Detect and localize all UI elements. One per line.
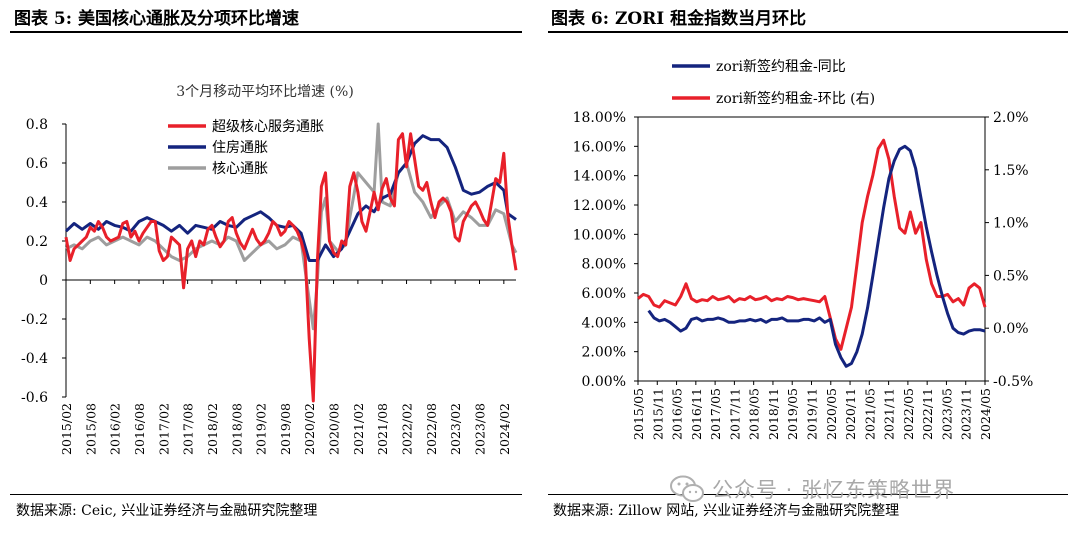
right-source: 数据来源: Zillow 网站, 兴业证券经济与金融研究院整理 <box>553 503 900 519</box>
left-x-tick-label: 2023/02 <box>448 403 463 455</box>
right-legend: zori新签约租金-同比 zori新签约租金-环比 (右) <box>672 58 875 107</box>
right-yl-tick-label: 10.00% <box>573 227 626 243</box>
right-x-tick-label: 2019/11 <box>805 388 820 440</box>
left-x-tick-label: 2015/02 <box>59 403 74 455</box>
right-x-tick-label: 2024/05 <box>978 388 993 440</box>
right-x-tick-label: 2023/05 <box>939 388 954 440</box>
left-x-tick-label: 2024/02 <box>497 403 512 455</box>
right-footer-rule <box>548 494 1068 495</box>
left-chart: 3个月移动平均环比增速 (%) 0.8 0.6 0.4 0.2 0 -0.2 -0.4 -0.… <box>21 84 518 455</box>
left-y-tick-label: 0.2 <box>26 234 48 250</box>
left-x-tick-label: 2022/02 <box>400 403 415 455</box>
right-legend-label: zori新签约租金-同比 <box>716 58 846 75</box>
right-x-tick-label: 2021/11 <box>882 388 897 440</box>
right-x-tick-label: 2018/11 <box>766 388 781 440</box>
right-x-axis: 2015/05 2015/11 2016/05 2016/11 2017/05 2017/… <box>631 381 993 440</box>
watermark-text: 公众号 · 张忆东策略世界 <box>712 478 956 502</box>
right-yr-tick-label: 0.5% <box>993 268 1029 284</box>
right-yl-tick-label: 18.00% <box>573 110 626 126</box>
left-y-tick-label: 0.6 <box>26 156 48 172</box>
right-yr-tick-label: 2.0% <box>993 110 1029 126</box>
right-panel-header: 图表 6: ZORI 租金指数当月环比 <box>551 9 807 29</box>
left-legend-label: 核心通胀 <box>212 161 268 177</box>
right-x-tick-label: 2018/05 <box>747 388 762 440</box>
left-chart-title: 3个月移动平均环比增速 (%) <box>176 84 354 100</box>
left-x-tick-label: 2016/08 <box>132 403 147 455</box>
right-x-tick-label: 2023/11 <box>959 388 974 440</box>
left-x-axis: 2015/02 2015/08 2016/02 2016/08 2017/02 2017/… <box>59 279 516 455</box>
left-y-tick-label: -0.6 <box>21 390 48 406</box>
left-x-tick-label: 2019/08 <box>278 403 293 455</box>
left-y-tick-label: -0.4 <box>21 351 48 367</box>
left-series <box>64 122 518 403</box>
right-yl-tick-label: 16.00% <box>573 139 626 155</box>
right-yr-tick-label: 0.0% <box>993 321 1029 337</box>
right-x-tick-label: 2022/11 <box>920 388 935 440</box>
right-x-tick-label: 2015/05 <box>631 388 646 440</box>
right-plot-frame <box>637 116 986 382</box>
right-x-tick-label: 2017/11 <box>727 388 742 440</box>
left-source: 数据来源: Ceic, 兴业证券经济与金融研究院整理 <box>16 503 318 519</box>
right-y-axis-right: 2.0% 1.5% 1.0% 0.5% 0.0% -0.5% <box>985 110 1033 390</box>
left-x-tick-label: 2021/02 <box>351 403 366 455</box>
right-x-tick-label: 2020/11 <box>843 388 858 440</box>
left-x-tick-label: 2023/08 <box>473 403 488 455</box>
right-yl-tick-label: 8.00% <box>582 257 626 273</box>
left-x-tick-label: 2021/08 <box>375 403 390 455</box>
right-header-rule <box>548 31 1068 33</box>
right-series-line-1 <box>637 138 987 351</box>
right-x-tick-label: 2016/11 <box>689 388 704 440</box>
left-y-tick-label: -0.2 <box>21 312 48 328</box>
left-panel-header: 图表 5: 美国核心通胀及分项环比增速 <box>14 9 299 29</box>
left-x-tick-label: 2020/02 <box>302 403 317 455</box>
right-legend-label: zori新签约租金-环比 (右) <box>716 90 875 107</box>
left-x-tick-label: 2018/02 <box>205 403 220 455</box>
left-x-tick-label: 2020/08 <box>327 403 342 455</box>
right-x-tick-label: 2022/05 <box>901 388 916 440</box>
left-y-tick-label: 0.4 <box>26 195 48 211</box>
right-x-tick-label: 2021/05 <box>862 388 877 440</box>
right-yl-tick-label: 0.00% <box>582 374 626 390</box>
left-series-line-0 <box>64 132 518 403</box>
right-chart: 18.00% 16.00% 14.00% 12.00% 10.00% 8.00% 6.00%… <box>573 58 1034 440</box>
left-footer-rule <box>10 494 522 495</box>
right-series <box>637 138 987 368</box>
left-x-tick-label: 2017/02 <box>156 403 171 455</box>
left-header-rule <box>10 31 522 33</box>
left-x-tick-label: 2018/08 <box>229 403 244 455</box>
right-x-tick-label: 2020/05 <box>824 388 839 440</box>
right-x-tick-label: 2019/05 <box>785 388 800 440</box>
right-yl-tick-label: 12.00% <box>573 198 626 214</box>
left-y-axis: 0.8 0.6 0.4 0.2 0 -0.2 -0.4 -0.6 <box>21 117 67 406</box>
right-x-tick-label: 2015/11 <box>650 388 665 440</box>
right-x-tick-label: 2016/05 <box>670 388 685 440</box>
right-y-axis-left: 18.00% 16.00% 14.00% 12.00% 10.00% 8.00% 6.00%… <box>573 110 638 390</box>
left-legend-label: 超级核心服务通胀 <box>212 119 324 135</box>
right-x-tick-label: 2017/05 <box>708 388 723 440</box>
left-x-tick-label: 2017/08 <box>181 403 196 455</box>
left-legend-label: 住房通胀 <box>212 140 268 156</box>
right-yl-tick-label: 6.00% <box>582 286 626 302</box>
right-yr-tick-label: 1.0% <box>993 216 1029 232</box>
right-plot-border <box>637 116 986 382</box>
left-y-tick-label: 0.8 <box>26 117 48 133</box>
left-x-tick-label: 2019/02 <box>254 403 269 455</box>
left-x-tick-label: 2015/08 <box>83 403 98 455</box>
left-x-tick-label: 2022/08 <box>424 403 439 455</box>
right-yl-tick-label: 14.00% <box>573 169 626 185</box>
right-series-line-0 <box>647 144 986 368</box>
right-yl-tick-label: 2.00% <box>582 345 626 361</box>
right-yr-tick-label: -0.5% <box>993 374 1033 390</box>
wechat-icon <box>670 475 704 502</box>
right-yr-tick-label: 1.5% <box>993 163 1029 179</box>
left-y-tick-label: 0 <box>39 273 48 289</box>
right-yl-tick-label: 4.00% <box>582 315 626 331</box>
left-x-tick-label: 2016/02 <box>108 403 123 455</box>
